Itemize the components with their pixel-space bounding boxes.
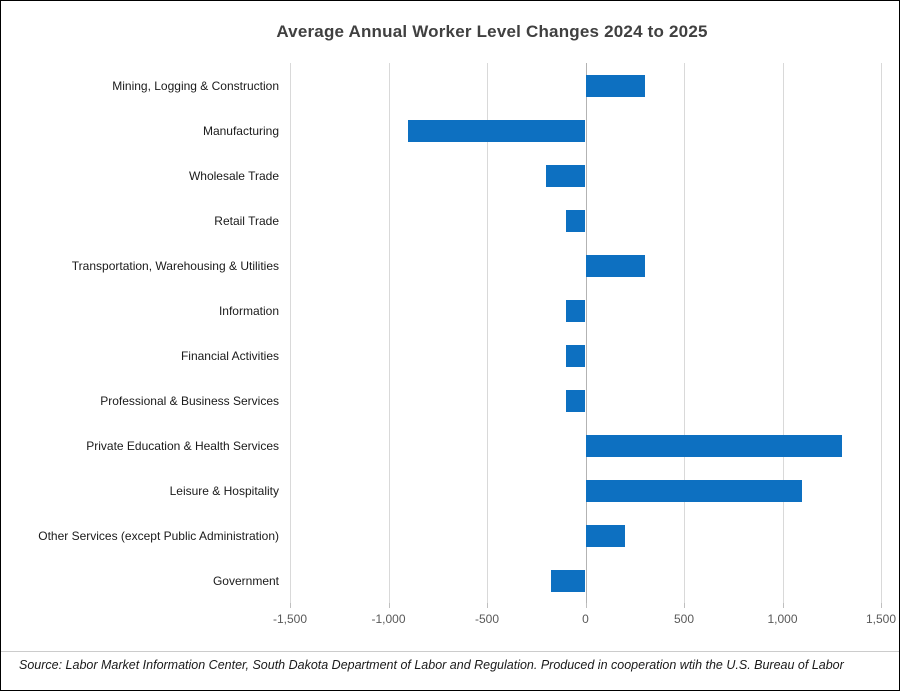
- bar: [585, 74, 645, 97]
- bar: [585, 254, 645, 277]
- x-tick-label: 500: [673, 612, 695, 626]
- bar: [585, 434, 842, 457]
- x-tick-label: 1,500: [865, 612, 897, 626]
- x-tick-mark: [881, 603, 882, 608]
- bar: [585, 524, 625, 547]
- x-tick-mark: [487, 603, 488, 608]
- bar: [585, 479, 803, 502]
- source-note: Source: Labor Market Information Center,…: [19, 658, 844, 672]
- bar: [408, 119, 586, 142]
- x-tick-mark: [684, 603, 685, 608]
- bar: [565, 344, 586, 367]
- category-label: Mining, Logging & Construction: [112, 78, 279, 93]
- category-label: Manufacturing: [202, 123, 279, 138]
- category-label: Wholesale Trade: [188, 168, 279, 183]
- chart-title: Average Annual Worker Level Changes 2024…: [276, 22, 708, 41]
- x-tick-label: 0: [582, 612, 589, 626]
- x-tick-mark: [585, 603, 587, 608]
- x-tick-label: -1,000: [371, 612, 406, 626]
- category-label: Financial Activities: [180, 348, 279, 363]
- bar: [546, 164, 586, 187]
- x-tick-mark: [782, 603, 784, 608]
- gridline: [388, 63, 390, 603]
- bar: [551, 569, 586, 592]
- gridline: [487, 63, 488, 603]
- x-tick-label: -1,500: [272, 612, 308, 626]
- category-label: Transportation, Warehousing & Utilities: [71, 258, 279, 273]
- category-label: Other Services (except Public Administra…: [38, 528, 279, 543]
- bar: [565, 389, 586, 412]
- x-tick-mark: [388, 603, 390, 608]
- category-label: Professional & Business Services: [100, 393, 279, 408]
- gridline: [782, 63, 784, 603]
- gridline: [881, 63, 882, 603]
- zero-axis-line: [585, 63, 587, 603]
- category-label: Private Education & Health Services: [86, 438, 279, 453]
- category-label: Retail Trade: [214, 213, 279, 228]
- x-tick-label: 1,000: [767, 612, 798, 626]
- category-label: Government: [212, 573, 279, 588]
- x-tick-label: -500: [474, 612, 500, 626]
- x-tick-mark: [290, 603, 291, 608]
- gridline: [290, 63, 291, 603]
- gridline: [684, 63, 685, 603]
- bar: [565, 209, 586, 232]
- category-label: Information: [218, 303, 279, 318]
- category-label: Leisure & Hospitality: [169, 483, 279, 498]
- footer-divider: [1, 651, 899, 652]
- bar: [565, 299, 586, 322]
